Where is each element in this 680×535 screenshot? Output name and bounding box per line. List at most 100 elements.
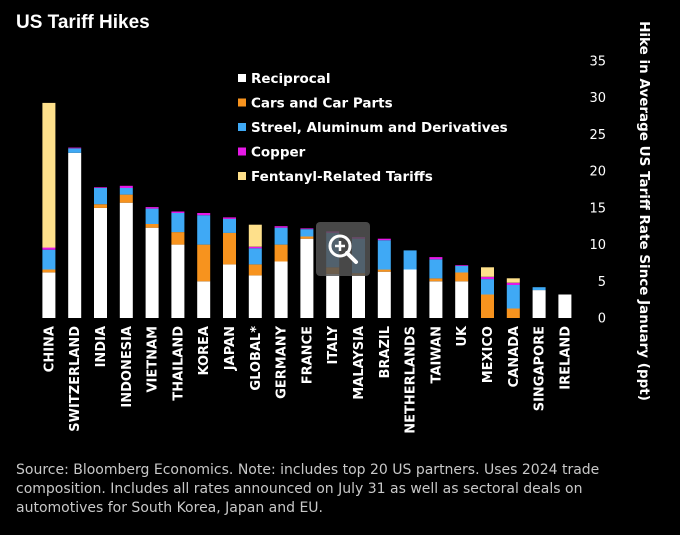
bar-segment-brazil-3 xyxy=(377,238,391,241)
bar-segment-mexico-1 xyxy=(481,294,494,318)
bar-segment-germany-2 xyxy=(274,227,288,245)
bar-segment-japan-2 xyxy=(223,218,236,233)
category-label: MALAYSIA xyxy=(352,326,367,400)
bar-segment-mexico-4 xyxy=(481,267,494,277)
bar-segment-switzerland-2 xyxy=(68,148,82,153)
bar-segment-vietnam-1 xyxy=(145,224,159,228)
bar-segment-uk-1 xyxy=(455,272,469,282)
bar-segment-taiwan-3 xyxy=(429,257,443,260)
bar-segment-japan-1 xyxy=(223,232,236,265)
bar-segment-netherlands-0 xyxy=(403,269,417,318)
y-tick-label: 30 xyxy=(589,91,606,106)
bar-segment-thailand-1 xyxy=(171,232,185,245)
bar-segment-singapore-2 xyxy=(532,287,546,291)
bar-segment-india-0 xyxy=(94,207,107,318)
category-label: IRELAND xyxy=(558,326,573,390)
bar-segment-global-4 xyxy=(248,224,262,247)
bar-segment-canada-2 xyxy=(506,285,520,309)
category-label: VIETNAM xyxy=(146,326,161,393)
category-label: INDONESIA xyxy=(120,326,135,408)
legend-label: Cars and Car Parts xyxy=(251,96,393,112)
bar-segment-germany-0 xyxy=(274,261,288,318)
bar-segment-mexico-3 xyxy=(481,276,494,280)
category-label: NETHERLANDS xyxy=(404,326,419,434)
bar-segment-germany-3 xyxy=(274,226,288,228)
category-label: MEXICO xyxy=(481,326,496,383)
bar-segment-canada-4 xyxy=(506,278,520,283)
bar-segment-taiwan-0 xyxy=(429,281,443,318)
legend-label: Fentanyl-Related Tariffs xyxy=(251,169,433,185)
bar-segment-indonesia-1 xyxy=(119,194,133,203)
y-tick-label: 25 xyxy=(589,128,606,143)
y-tick-label: 10 xyxy=(589,238,606,253)
bar-segment-switzerland-0 xyxy=(68,152,82,318)
legend-swatch xyxy=(238,74,246,82)
y-axis-title: Hike in Average US Tariff Rate Since Jan… xyxy=(636,21,652,401)
bar-segment-uk-3 xyxy=(455,265,469,266)
legend: Reciprocal Cars and Car Parts Streel, Alum… xyxy=(238,71,508,185)
bar-segment-netherlands-2 xyxy=(403,250,417,270)
bar-segment-korea-0 xyxy=(197,281,211,318)
bar-segment-taiwan-2 xyxy=(429,259,443,279)
bar-segment-china-1 xyxy=(42,269,56,273)
bar-segment-vietnam-2 xyxy=(145,208,159,224)
bar-segment-korea-1 xyxy=(197,244,211,282)
y-axis: 0 5 10 15 20 25 30 35 xyxy=(589,55,606,327)
bar-segment-mexico-2 xyxy=(481,279,494,295)
legend-swatch xyxy=(238,123,246,131)
legend-swatch xyxy=(238,98,246,107)
bar-segment-indonesia-2 xyxy=(119,188,133,195)
bar-segment-china-3 xyxy=(42,247,56,250)
bar-segment-uk-2 xyxy=(455,265,469,273)
bars-layer xyxy=(42,102,572,318)
bar-segment-japan-0 xyxy=(223,264,236,318)
category-label: TAIWAN xyxy=(429,326,444,383)
bar-segment-india-3 xyxy=(94,187,107,188)
bar-segment-india-2 xyxy=(94,188,107,205)
chart-title: US Tariff Hikes xyxy=(16,12,150,33)
category-label: FRANCE xyxy=(300,326,315,384)
bar-segment-thailand-3 xyxy=(171,211,185,213)
category-label: BRAZIL xyxy=(378,326,393,379)
category-label: INDIA xyxy=(94,326,109,367)
bar-segment-brazil-0 xyxy=(377,271,391,318)
legend-swatch xyxy=(238,172,246,180)
y-tick-label: 5 xyxy=(598,275,606,290)
category-labels: CHINA SWITZERLAND INDIA INDONESIA VIETNAM THA… xyxy=(42,325,573,434)
bar-segment-france-1 xyxy=(300,236,314,239)
magnifier-zoom-in-icon[interactable] xyxy=(316,222,370,276)
category-label: UK xyxy=(455,325,470,347)
bar-segment-global-0 xyxy=(248,275,262,318)
category-label: THAILAND xyxy=(171,326,186,401)
legend-label: Reciprocal xyxy=(251,71,331,87)
bar-segment-germany-1 xyxy=(274,244,288,262)
category-label: CANADA xyxy=(507,326,522,387)
bar-segment-uk-0 xyxy=(455,281,469,318)
bar-segment-india-1 xyxy=(94,204,107,208)
source-note: Source: Bloomberg Economics. Note: inclu… xyxy=(16,462,600,516)
bar-segment-indonesia-3 xyxy=(119,185,133,188)
bar-segment-france-3 xyxy=(300,228,314,230)
y-tick-label: 0 xyxy=(598,312,606,327)
bar-segment-switzerland-3 xyxy=(68,147,82,149)
bar-segment-france-2 xyxy=(300,229,314,237)
category-label: SWITZERLAND xyxy=(68,326,83,432)
bar-segment-italy-0 xyxy=(326,273,340,318)
bar-segment-canada-3 xyxy=(506,282,520,285)
bar-segment-taiwan-1 xyxy=(429,278,443,282)
bar-segment-china-4 xyxy=(42,102,56,248)
bar-segment-france-0 xyxy=(300,238,314,318)
y-tick-label: 20 xyxy=(589,165,606,180)
bar-segment-global-2 xyxy=(248,248,262,265)
category-label: SINGAPORE xyxy=(533,326,548,411)
bar-segment-japan-3 xyxy=(223,217,236,219)
bar-segment-singapore-0 xyxy=(532,290,546,318)
bar-segment-china-2 xyxy=(42,249,56,270)
category-label: CHINA xyxy=(42,326,57,372)
bar-segment-global-3 xyxy=(248,246,262,249)
category-label: KOREA xyxy=(197,326,212,376)
bar-segment-indonesia-0 xyxy=(119,202,133,318)
legend-swatch xyxy=(238,147,246,156)
category-label: JAPAN xyxy=(223,326,238,371)
